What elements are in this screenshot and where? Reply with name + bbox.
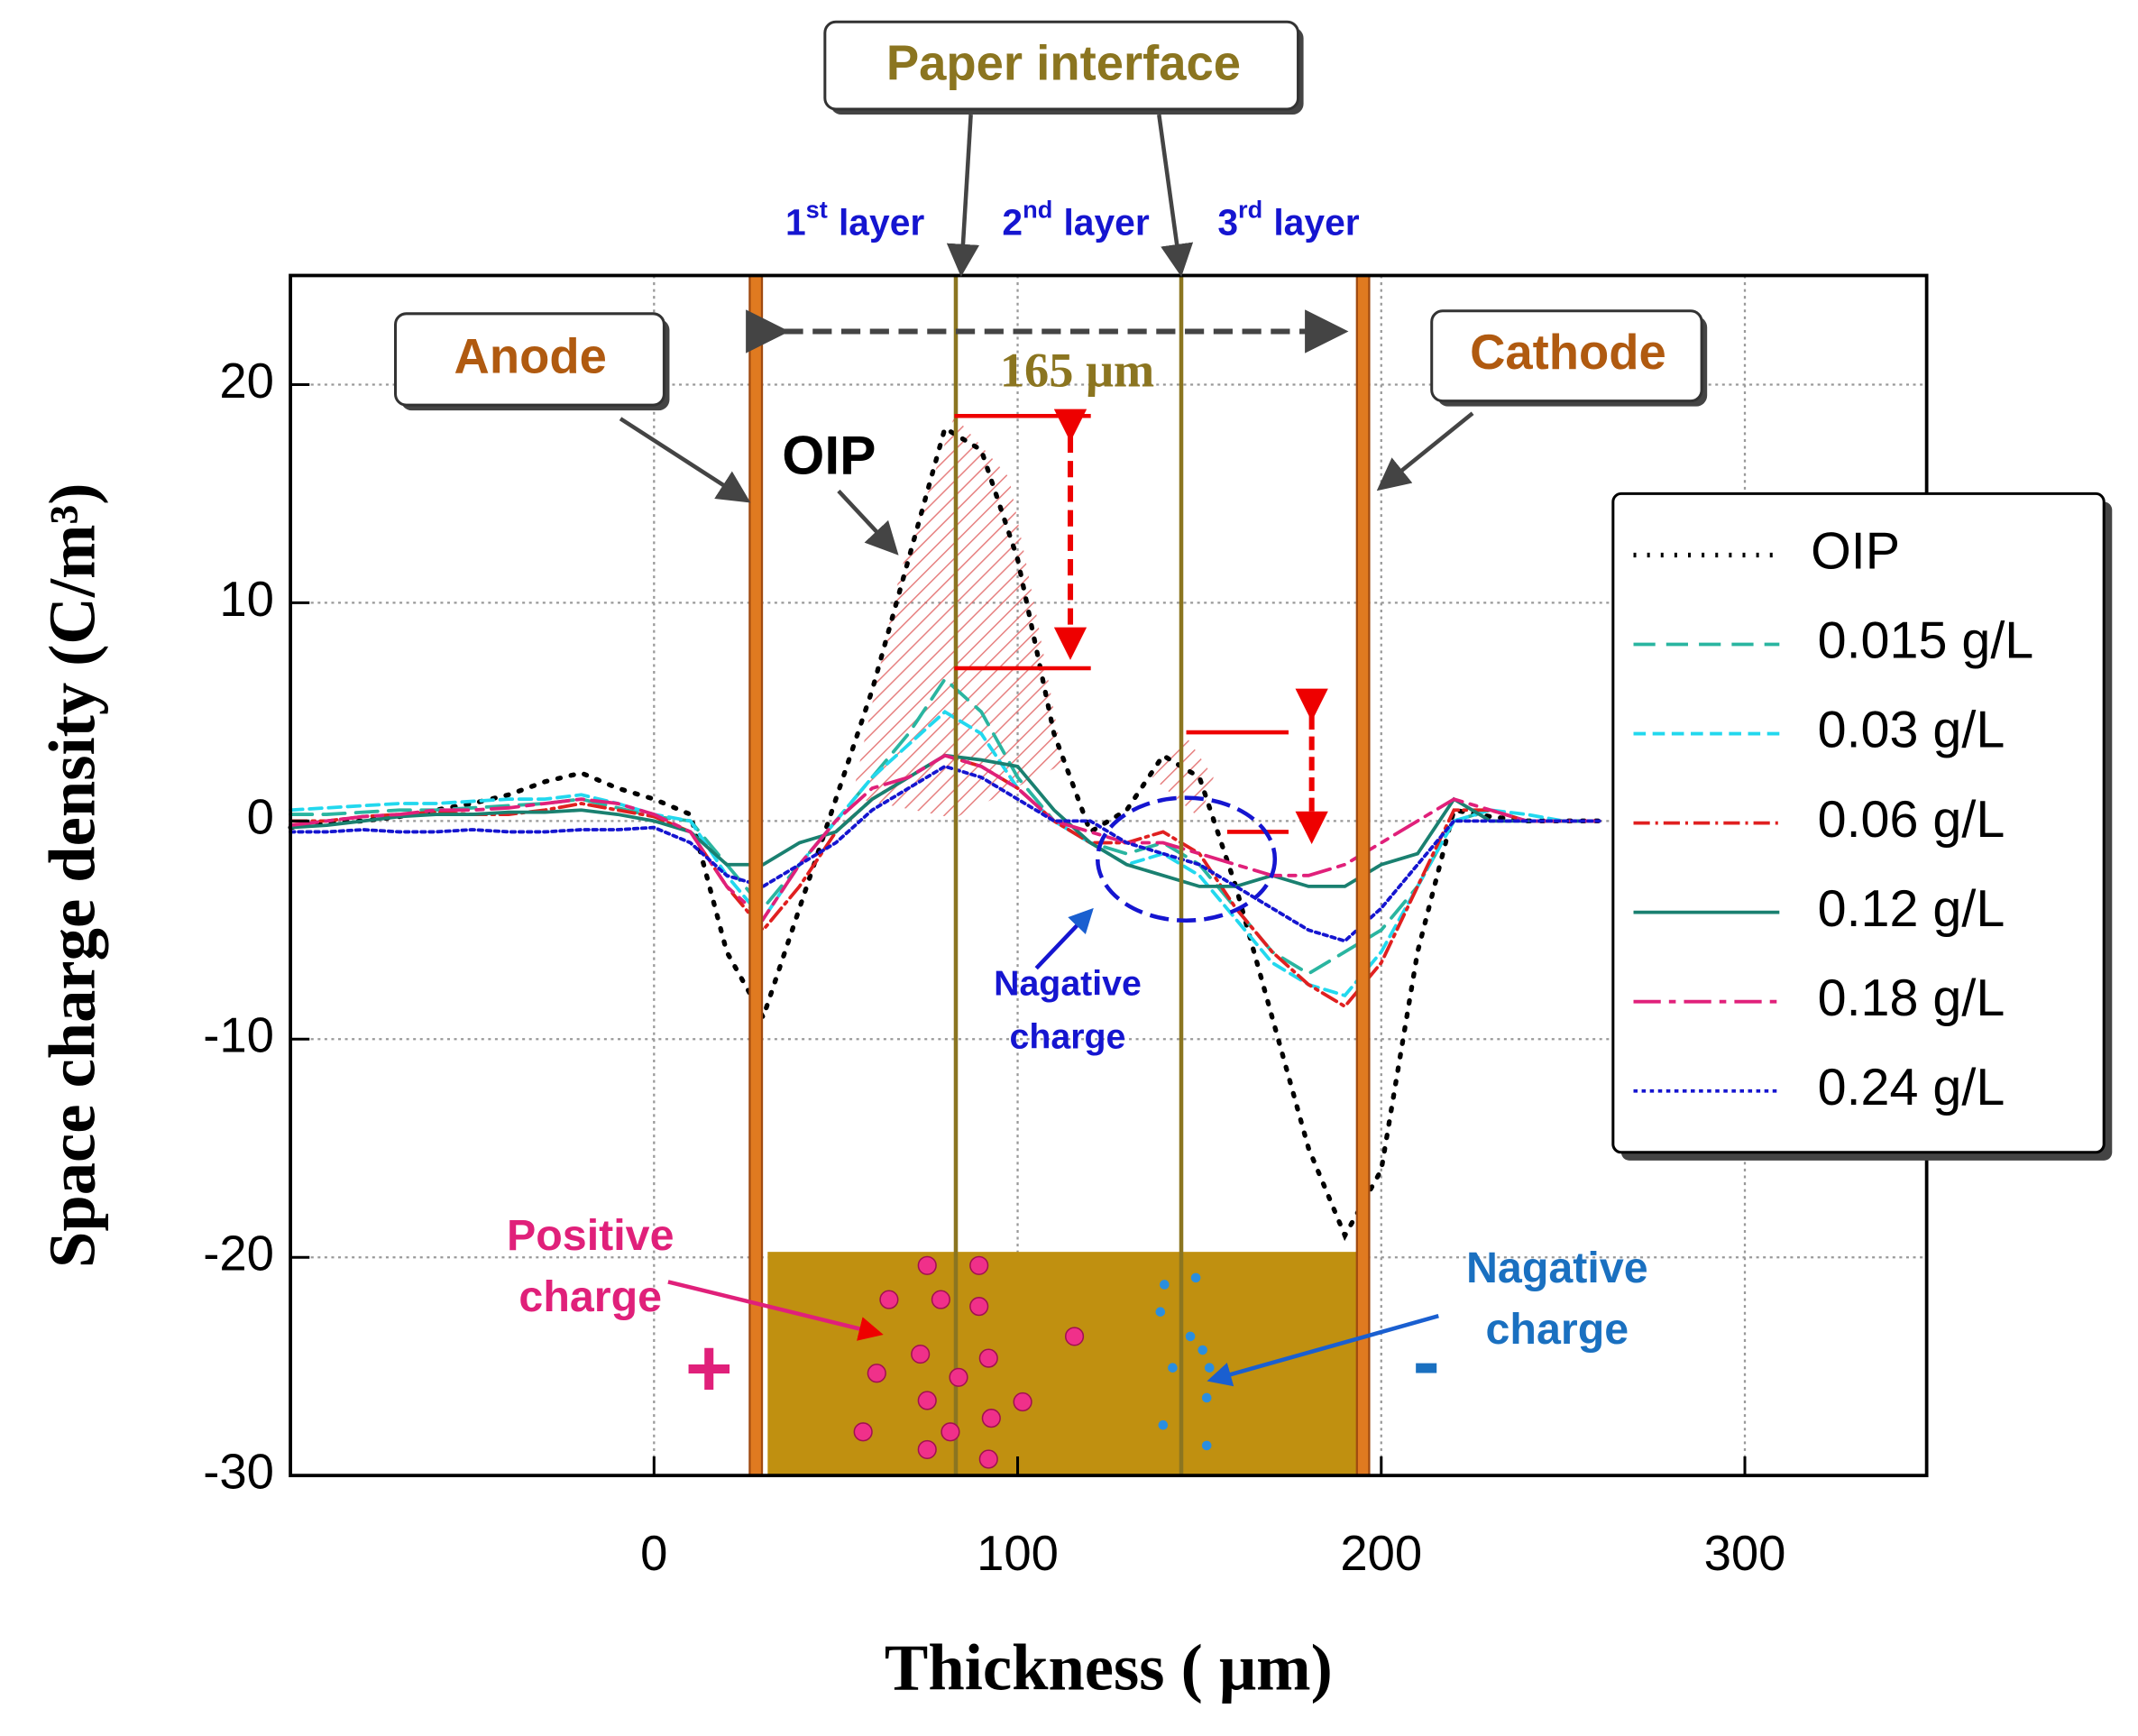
annotation: charge [1010,1017,1126,1057]
x-tick-label: 0 [640,1526,667,1581]
arrow [1376,411,1474,491]
arrow [946,114,980,277]
annotation: charge [518,1272,662,1321]
series-line [289,764,1601,943]
series-line [289,676,1601,976]
label-box [823,20,1300,111]
negative-dot [1201,1392,1212,1403]
negative-dot [1204,1363,1215,1373]
x-tick-label: 100 [977,1526,1059,1581]
arrow [837,489,899,556]
negative-dot [1190,1272,1201,1283]
positive-dot [1064,1327,1085,1346]
annotation: Paper interface [886,36,1241,91]
annotation: Nagative [994,964,1142,1004]
y-tick-label: 0 [247,790,274,845]
negative-dot [1158,1419,1169,1430]
label-box [394,312,665,407]
annotation: 165 μm [1000,342,1154,397]
legend-label: 0.06 g/L [1818,791,2005,849]
layer-sup: nd [1023,196,1052,224]
neg-ellipse [1095,795,1278,923]
positive-dot [879,1290,899,1309]
y-tick-label: -30 [203,1445,274,1500]
positive-dot [917,1439,937,1460]
negative-dot [1160,1280,1170,1290]
x-tick-label: 200 [1340,1526,1422,1581]
layer-label: 2nd layer [1002,196,1149,243]
layer-label: 1st layer [785,196,924,243]
annotation: Nagative [1466,1244,1648,1292]
annotation: Anode [454,329,607,384]
layer-word: layer [1273,201,1359,243]
layer-lines [748,274,1371,1477]
series-line [289,710,1601,998]
arrow [1157,114,1194,277]
y-tick-label: 10 [219,572,274,627]
layer-number: 1 [785,201,806,243]
arrow [619,417,751,503]
series-line [289,753,1601,923]
label-box [1430,309,1703,403]
layer-label: 3rd layer [1217,196,1359,243]
y-axis-label: Space charge density (C/m³) [35,483,108,1268]
arrow [667,1280,884,1341]
positive-dot [978,1348,998,1368]
negative-dot [1197,1345,1207,1355]
y-tick-label: -20 [203,1226,274,1281]
positive-dot [978,1449,998,1469]
layer-sup: st [806,196,828,224]
x-tick-label: 300 [1704,1526,1786,1581]
layer-number: 2 [1002,201,1023,243]
positive-dot [911,1344,931,1364]
positive-dot [917,1255,937,1275]
negative-dot [1168,1363,1178,1373]
legend [1611,491,2106,1154]
layer-sup: rd [1238,196,1262,224]
annotation: + [685,1323,733,1414]
positive-dot [931,1290,950,1309]
y-tick-label: -10 [203,1008,274,1063]
negative-dot [1201,1440,1212,1451]
positive-dot [1013,1392,1032,1412]
annotation: Positive [507,1211,674,1260]
series-lines [288,424,1602,1242]
positive-dot [917,1391,937,1410]
legend-label: 0.015 g/L [1818,612,2034,670]
layer-word: layer [839,201,924,243]
negative-dot [1185,1331,1196,1342]
annotation: Cathode [1470,325,1666,380]
layer-number: 3 [1217,201,1238,243]
positive-dot [941,1422,960,1442]
layer-word: layer [1063,201,1149,243]
annotation: OIP [782,425,876,486]
positive-dot [969,1255,989,1275]
series-line [288,424,1602,1242]
annotation: - [1413,1317,1440,1408]
arrow [1207,1314,1439,1387]
positive-dot [867,1364,886,1383]
legend-label: 0.03 g/L [1818,702,2005,759]
positive-dot [853,1422,873,1442]
positive-dot [949,1367,968,1387]
electrode [1355,274,1371,1477]
electrode [748,274,764,1477]
x-axis-label: Thickness ( μm) [885,1631,1333,1704]
arrow [1034,907,1094,970]
annotation: charge [1486,1305,1629,1354]
legend-label: 0.18 g/L [1818,969,2005,1027]
legend-label: 0.12 g/L [1818,880,2005,938]
negative-dot [1155,1307,1166,1317]
legend-entries: OIP 0.015 g/L 0.03 g/L 0.06 g/L 0.12 g/L 0.18… [1633,523,2034,1116]
legend-label: OIP [1811,523,1900,581]
y-tick-label: 20 [219,354,274,409]
positive-dot [969,1297,989,1317]
legend-label: 0.24 g/L [1818,1059,2005,1116]
charge-dots [853,1255,1215,1469]
positive-dot [981,1409,1001,1428]
